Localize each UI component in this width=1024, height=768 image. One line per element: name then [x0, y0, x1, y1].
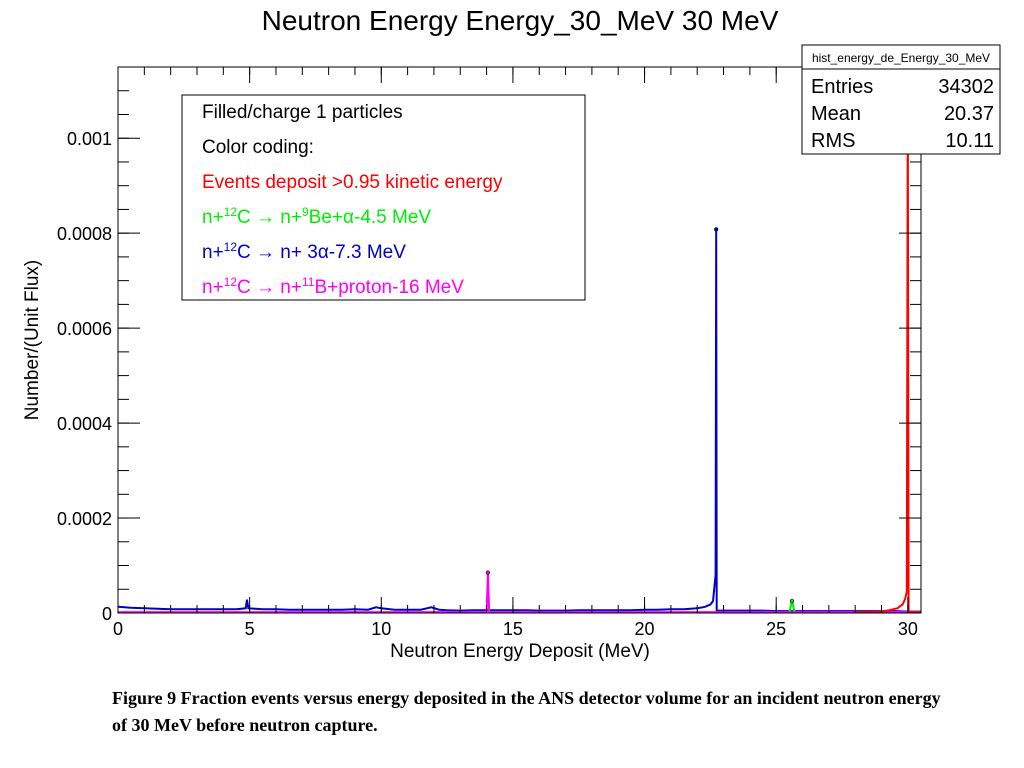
- stats-box: hist_energy_de_Energy_30_MeV Entries 3430…: [801, 44, 1001, 155]
- histogram-chart: Neutron Energy Energy_30_MeV 30 MeV 0 0.0…: [22, 5, 1001, 662]
- legend-frame: [181, 94, 586, 301]
- stats-label: Mean: [811, 103, 861, 125]
- stats-label: Entries: [811, 76, 873, 98]
- legend-entry-3: n+12C → n+11B+proton-16 MeV: [202, 275, 464, 298]
- stats-frame: [801, 44, 1001, 155]
- x-tick-label: 30: [898, 619, 918, 639]
- axes: 0 0.0002 0.0004 0.0006 0.0008 0.001 0 5 10 15 20 25…: [57, 66, 922, 639]
- x-tick-label: 5: [245, 619, 255, 639]
- y-tick-label: 0.0004: [57, 414, 112, 434]
- x-tick-label: 20: [635, 619, 655, 639]
- x-tick-label: 10: [371, 619, 391, 639]
- series-line-1: [118, 572, 921, 614]
- legend-subtitle: Color coding:: [202, 137, 314, 158]
- stats-label: RMS: [811, 130, 855, 152]
- series-line-3: [855, 97, 921, 614]
- legend-entry-2: n+12C → n+ 3α-7.3 MeV: [202, 240, 406, 263]
- stats-value: 20.37: [944, 103, 994, 125]
- y-tick-label: 0.0002: [57, 509, 112, 529]
- y-tick-label: 0: [102, 604, 112, 624]
- stats-rows: Entries 34302 Mean 20.37 RMS 10.11: [811, 76, 994, 152]
- stats-value: 10.11: [945, 130, 994, 152]
- legend-entry-0: Events deposit >0.95 kinetic energy: [202, 172, 503, 193]
- stats-value: 34302: [938, 76, 994, 98]
- x-axis-label: Neutron Energy Deposit (MeV): [390, 641, 650, 662]
- plot-frame: [117, 66, 922, 614]
- legend-title: Filled/charge 1 particles: [202, 102, 403, 123]
- series-peak-marker-2: [789, 599, 795, 604]
- y-tick-label: 0.0008: [57, 224, 112, 244]
- chart-title: Neutron Energy Energy_30_MeV 30 MeV: [262, 5, 779, 36]
- x-tick-label: 15: [503, 619, 523, 639]
- legend-entry-1: n+12C → n+9Be+α-4.5 MeV: [202, 205, 431, 228]
- legend-entries: Events deposit >0.95 kinetic energy n+12C…: [202, 172, 503, 298]
- series-line-0: [117, 229, 921, 613]
- y-axis-label: Number/(Unit Flux): [22, 260, 43, 420]
- y-tick-label: 0.001: [67, 129, 112, 149]
- x-tick-label: 25: [766, 619, 786, 639]
- series-peak-marker-0: [714, 227, 719, 232]
- series-peak-marker-1: [485, 570, 491, 575]
- legend: Filled/charge 1 particles Color coding: …: [181, 94, 586, 301]
- x-tick-label: 0: [113, 619, 123, 639]
- stats-name: hist_energy_de_Energy_30_MeV: [812, 51, 990, 65]
- figure-caption: Figure 9 Fraction events versus energy d…: [112, 688, 941, 735]
- y-tick-label: 0.0006: [57, 319, 112, 339]
